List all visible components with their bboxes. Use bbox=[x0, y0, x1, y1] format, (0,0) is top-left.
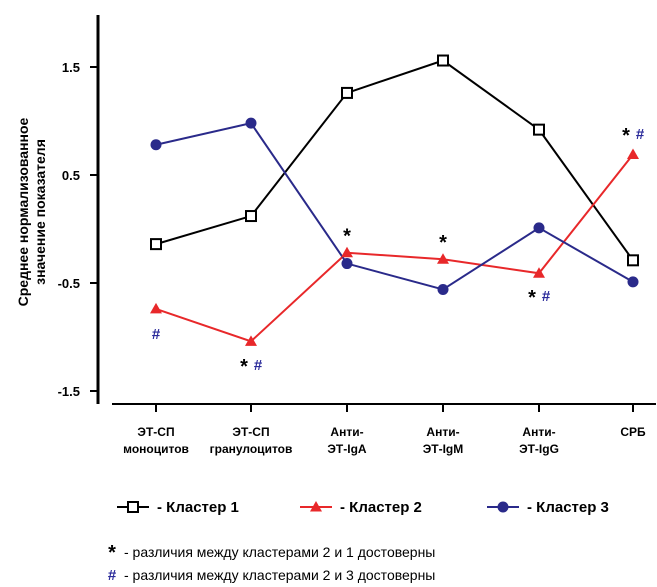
y-tick-label: 1.5 bbox=[62, 60, 80, 75]
point-marker bbox=[310, 501, 322, 512]
series-line-3 bbox=[155, 122, 634, 291]
significance-hash: # bbox=[254, 357, 263, 374]
x-tick-label: ЭТ-СП bbox=[232, 425, 269, 439]
point-marker bbox=[150, 302, 162, 314]
y-axis-label: Среднее нормализованное значение показат… bbox=[15, 117, 48, 306]
point-marker bbox=[245, 210, 257, 223]
y-tick-label: -1.5 bbox=[58, 384, 80, 399]
significance-hash: # bbox=[636, 126, 645, 143]
significance-star: * bbox=[528, 287, 536, 309]
significance-star: * bbox=[622, 125, 630, 147]
point-marker bbox=[437, 283, 449, 295]
x-tick-label: ЭТ-СП bbox=[137, 425, 174, 439]
legend-label: - Кластер 2 bbox=[340, 499, 422, 516]
point-marker bbox=[127, 501, 139, 513]
significance-star: * bbox=[439, 232, 447, 254]
x-tick-label: Анти- bbox=[522, 425, 555, 439]
y-axis-label-line-1: Среднее нормализованное bbox=[15, 117, 31, 306]
significance-hash: # bbox=[152, 326, 161, 343]
x-tick-label: Анти- bbox=[330, 425, 363, 439]
note-text: - различия между кластерами 2 и 1 достов… bbox=[124, 544, 435, 560]
point-marker bbox=[497, 501, 509, 513]
legend-label: - Кластер 1 bbox=[157, 499, 239, 516]
point-marker bbox=[341, 246, 353, 258]
y-tick-label: 0.5 bbox=[62, 168, 80, 183]
point-marker bbox=[627, 148, 639, 159]
note-text: - различия между кластерами 2 и 3 достов… bbox=[124, 567, 435, 583]
y-tick-label: -0.5 bbox=[58, 276, 80, 291]
point-marker bbox=[437, 54, 449, 67]
x-tick-label: ЭТ-IgG bbox=[519, 442, 559, 456]
series-line-1 bbox=[155, 59, 634, 261]
point-marker bbox=[533, 267, 545, 278]
x-tick-label: гранулоцитов bbox=[210, 442, 293, 456]
point-marker bbox=[245, 335, 257, 346]
note-symbol-hash: # bbox=[108, 567, 117, 584]
series-line-2 bbox=[155, 153, 634, 343]
point-marker bbox=[341, 86, 353, 99]
point-marker bbox=[533, 222, 545, 234]
legend: - Кластер 1 - Кластер 2 - Кластер 3 bbox=[117, 499, 609, 516]
x-tick-label: ЭТ-IgM bbox=[423, 442, 464, 456]
significance-hash: # bbox=[542, 288, 551, 305]
significance-star: * bbox=[343, 225, 351, 247]
point-marker bbox=[150, 238, 162, 251]
notes: * - различия между кластерами 2 и 1 досто… bbox=[108, 542, 436, 584]
point-marker bbox=[150, 139, 162, 151]
x-tick-label: Анти- bbox=[426, 425, 459, 439]
x-tick-label: ЭТ-IgA bbox=[327, 442, 367, 456]
significance-star: * bbox=[240, 356, 248, 378]
x-tick-label: моноцитов bbox=[123, 442, 189, 456]
note-symbol-star: * bbox=[108, 542, 116, 564]
point-marker bbox=[627, 254, 639, 267]
point-marker bbox=[627, 276, 639, 288]
x-tick-label: СРБ bbox=[620, 425, 646, 439]
y-axis-label-line-2: значение показателя bbox=[32, 139, 48, 285]
legend-label: - Кластер 3 bbox=[527, 499, 609, 516]
point-marker bbox=[533, 123, 545, 136]
point-marker bbox=[245, 117, 257, 129]
point-marker bbox=[437, 253, 449, 264]
point-marker bbox=[341, 258, 353, 270]
